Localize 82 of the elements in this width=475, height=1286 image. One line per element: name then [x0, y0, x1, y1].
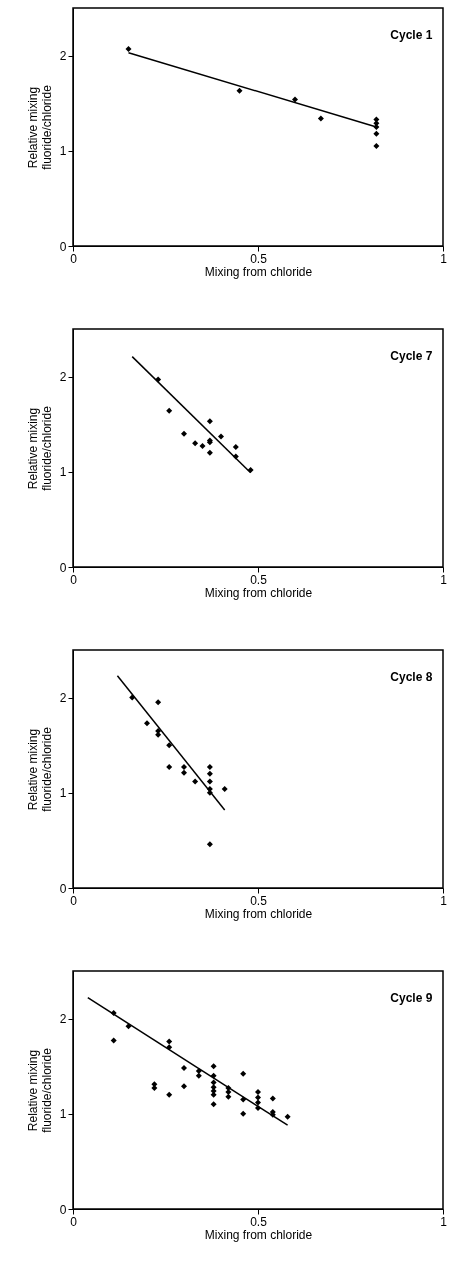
point	[166, 742, 173, 749]
point	[317, 115, 324, 122]
point	[155, 699, 162, 706]
point	[206, 449, 213, 456]
point	[225, 1093, 232, 1100]
point	[181, 1083, 187, 1090]
x-tick-label: 1	[440, 893, 448, 908]
y-tick-label: 2	[59, 49, 67, 64]
x-tick-label: 0	[70, 251, 78, 266]
point	[210, 1091, 217, 1098]
point	[192, 440, 199, 447]
point	[210, 1101, 217, 1108]
y-tick-label: 2	[59, 370, 67, 385]
y-tick-label: 1	[59, 1107, 67, 1122]
point	[206, 770, 213, 777]
point	[240, 1070, 247, 1077]
x-axis-title: Mixing from chloride	[204, 1227, 313, 1242]
point	[166, 1091, 173, 1098]
point	[110, 1037, 117, 1044]
x-tick-label: 0.5	[250, 893, 268, 908]
y-axis-title: Relative mixing fluoride/chloride	[25, 84, 54, 170]
text: Cycle 9	[390, 991, 433, 1005]
y-tick-label: 1	[59, 786, 67, 801]
point	[255, 1099, 261, 1106]
x-tick-label: 1	[440, 251, 448, 266]
point	[151, 1085, 158, 1092]
point	[284, 1113, 291, 1120]
point	[181, 1065, 187, 1072]
point	[206, 841, 213, 848]
x-tick-label: 0.5	[250, 251, 268, 266]
x-tick-label: 0	[70, 1214, 78, 1229]
point	[155, 731, 162, 738]
y-tick-label: 2	[59, 1012, 67, 1027]
y-tick-label: 0	[59, 881, 67, 896]
y-tick-label: 0	[59, 1202, 67, 1217]
y-tick-label: 0	[59, 239, 67, 254]
point	[181, 764, 187, 771]
point	[166, 1038, 173, 1045]
point	[210, 1063, 217, 1070]
point	[181, 430, 187, 437]
point	[255, 1088, 261, 1095]
point	[166, 407, 173, 414]
point	[166, 764, 173, 771]
point	[192, 778, 199, 785]
x-tick-label: 1	[440, 572, 448, 587]
point	[232, 444, 239, 451]
x-tick-label: 1	[440, 1214, 448, 1229]
y-tick-label: 0	[59, 560, 67, 575]
point	[181, 769, 187, 776]
y-tick-label: 1	[59, 465, 67, 480]
x-tick-label: 0.5	[250, 1214, 268, 1229]
x-tick-label: 0	[70, 572, 78, 587]
point	[373, 130, 380, 137]
point	[236, 87, 243, 94]
text: Cycle 7	[390, 349, 433, 363]
point	[292, 96, 298, 103]
point	[269, 1095, 276, 1102]
text: Cycle 8	[390, 670, 433, 684]
x-tick-label: 0	[70, 893, 78, 908]
text: Cycle 1	[390, 28, 433, 42]
point	[206, 764, 213, 771]
y-axis-title: Relative mixing fluoride/chloride	[25, 1047, 54, 1133]
x-axis-title: Mixing from chloride	[204, 264, 313, 279]
point	[373, 143, 380, 150]
point	[206, 778, 213, 785]
point	[221, 785, 228, 792]
y-tick-label: 1	[59, 144, 67, 159]
x-tick-label: 0.5	[250, 572, 268, 587]
x-axis-title: Mixing from chloride	[204, 906, 313, 921]
point	[195, 1072, 202, 1079]
point	[144, 720, 150, 727]
point	[125, 45, 132, 52]
point	[199, 443, 206, 450]
point	[206, 418, 213, 425]
point	[255, 1094, 261, 1101]
x-axis-title: Mixing from chloride	[204, 585, 313, 600]
point	[210, 1079, 217, 1086]
y-axis-title: Relative mixing fluoride/chloride	[25, 726, 54, 812]
y-tick-label: 2	[59, 691, 67, 706]
y-axis-title: Relative mixing fluoride/chloride	[25, 405, 54, 491]
point	[240, 1110, 247, 1117]
point	[218, 433, 224, 440]
